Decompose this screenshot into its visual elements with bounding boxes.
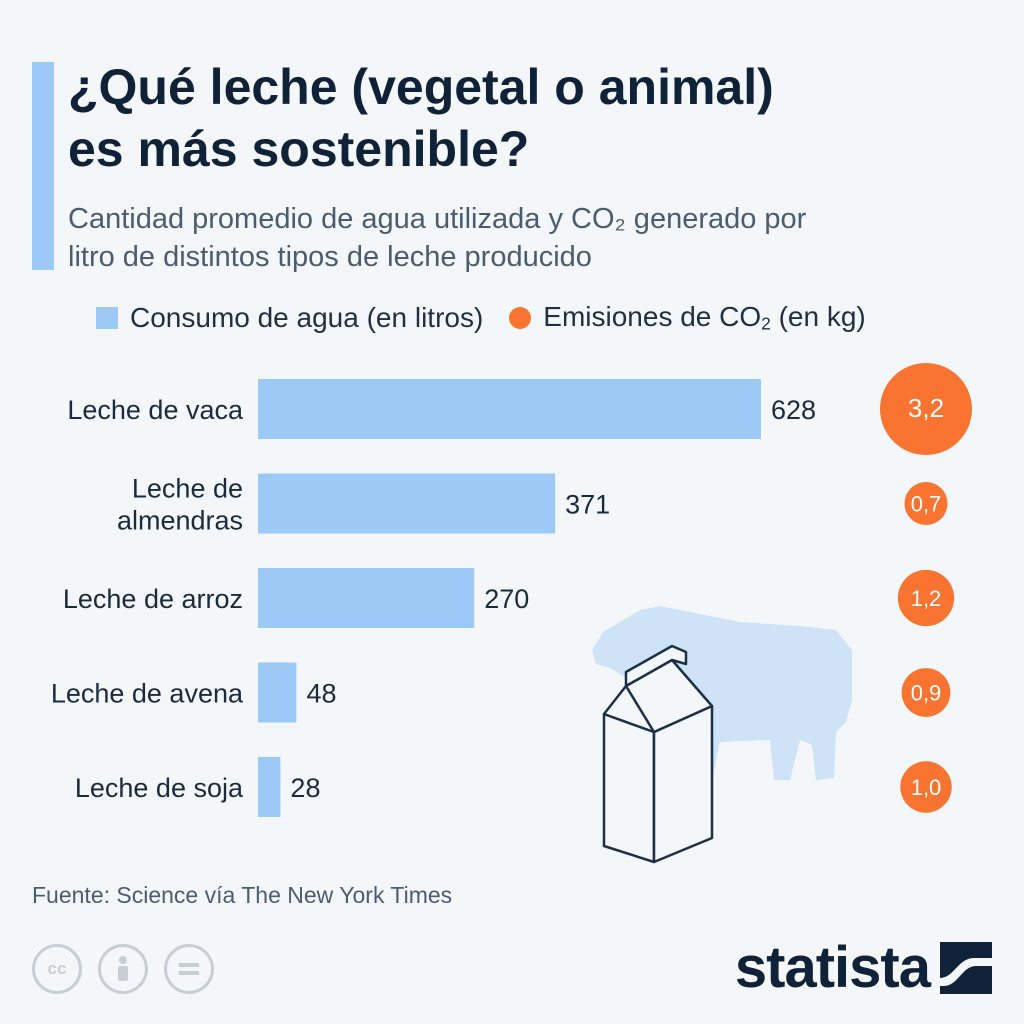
co2-dots: 3,2 0,7 1,2 0,9 1,0 bbox=[880, 363, 972, 813]
co2-value-label: 1,0 bbox=[911, 775, 942, 800]
legend-item-water: Consumo de agua (en litros) bbox=[96, 302, 483, 334]
water-value-label: 628 bbox=[771, 395, 816, 425]
brand-wordmark: statista bbox=[734, 935, 931, 1000]
legend-label-co2: Emisiones de CO2 (en kg) bbox=[543, 301, 866, 334]
category-label: Leche de arroz bbox=[63, 584, 243, 614]
water-value-label: 371 bbox=[565, 490, 610, 520]
co2-value-label: 3,2 bbox=[908, 393, 944, 423]
water-bar bbox=[258, 473, 556, 534]
subtitle-line-1: Cantidad promedio de agua utilizada y CO… bbox=[68, 203, 807, 235]
subtitle-line-2: litro de distintos tipos de leche produc… bbox=[68, 241, 592, 273]
water-bar bbox=[258, 662, 297, 723]
co2-value-label: 1,2 bbox=[911, 586, 942, 611]
water-value-label: 48 bbox=[306, 679, 336, 709]
category-label: Leche de almendras bbox=[117, 474, 243, 536]
legend: Consumo de agua (en litros) Emisiones de… bbox=[96, 300, 892, 336]
water-value-labels: 628 371 270 48 28 bbox=[290, 395, 816, 803]
water-bar bbox=[258, 757, 281, 817]
co2-dot bbox=[901, 668, 951, 717]
subtitle: Cantidad promedio de agua utilizada y CO… bbox=[68, 200, 988, 276]
co2-value-label: 0,7 bbox=[911, 492, 942, 517]
cow-and-milk-carton-illustration bbox=[592, 606, 852, 864]
water-value-label: 28 bbox=[290, 773, 320, 803]
title-line-2: es más sostenible? bbox=[68, 121, 530, 177]
co2-dot bbox=[897, 569, 955, 627]
milk-carton bbox=[602, 644, 714, 864]
license-icons: cc bbox=[32, 944, 230, 994]
legend-label-water: Consumo de agua (en litros) bbox=[130, 302, 484, 333]
category-label: Leche de soja bbox=[75, 773, 244, 803]
cc-icon[interactable]: cc bbox=[32, 944, 82, 994]
statista-logo-icon bbox=[940, 942, 992, 994]
attribution-icon[interactable] bbox=[98, 944, 148, 994]
no-derivatives-icon[interactable] bbox=[164, 944, 214, 994]
co2-dot bbox=[900, 761, 952, 813]
water-bar bbox=[258, 379, 761, 439]
page-title: ¿Qué leche (vegetal o animal) es más sos… bbox=[68, 56, 988, 180]
category-labels: Leche de vaca Leche de almendras Leche de a… bbox=[51, 395, 244, 803]
legend-swatch-water bbox=[96, 307, 118, 329]
accent-bar bbox=[32, 62, 54, 270]
co2-dot bbox=[880, 363, 972, 455]
water-bars bbox=[258, 379, 761, 817]
co2-value-label: 0,9 bbox=[911, 681, 942, 706]
brand[interactable]: statista bbox=[735, 938, 992, 998]
water-value-label: 270 bbox=[484, 584, 529, 614]
category-label: Leche de vaca bbox=[67, 395, 244, 425]
category-label: Leche de avena bbox=[51, 679, 244, 709]
legend-swatch-co2 bbox=[509, 307, 532, 329]
source-note: Fuente: Science vía The New York Times bbox=[32, 882, 453, 908]
title-line-1: ¿Qué leche (vegetal o animal) bbox=[68, 59, 774, 115]
co2-dot bbox=[904, 481, 948, 526]
water-bar bbox=[258, 568, 475, 628]
legend-item-co2: Emisiones de CO2 (en kg) bbox=[509, 301, 866, 334]
